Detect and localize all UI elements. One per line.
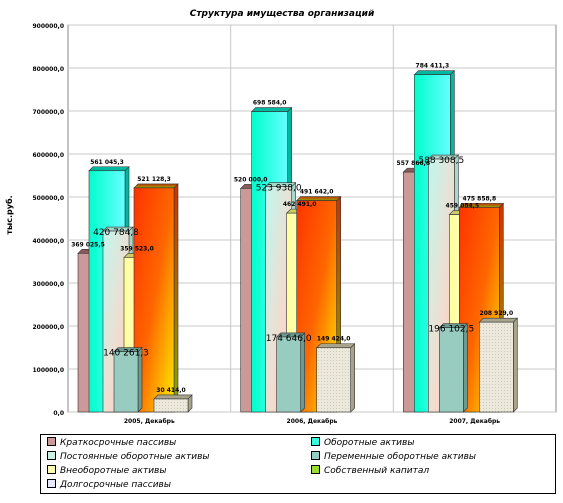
legend-item: Внеоборотные активы	[47, 465, 166, 478]
legend-label: Долгосрочные пассивы	[60, 480, 171, 490]
y-tick-label: 800000,0	[32, 66, 64, 73]
legend-label: Собственный капитал	[324, 466, 430, 476]
data-label: 698 584,0	[253, 100, 287, 107]
data-label: 523 938,0	[256, 184, 302, 194]
data-label: 462 491,0	[283, 201, 317, 208]
data-label: 196 102,5	[428, 325, 474, 335]
x-tick-label: 2005, Декабрь	[124, 418, 175, 425]
x-tick-label: 2007, Декабрь	[449, 418, 500, 425]
bar-top	[250, 107, 293, 112]
bar-side	[513, 317, 518, 413]
data-label: 359 523,0	[120, 245, 154, 252]
data-label: 521 128,3	[137, 176, 171, 183]
bar	[153, 398, 189, 413]
y-axis-label: тыс.руб.	[4, 195, 14, 234]
data-label: 174 646,0	[266, 334, 312, 344]
legend-label: Внеоборотные активы	[60, 466, 167, 476]
chart-legend: Краткосрочные пассивы Оборотные активы Пос…	[40, 434, 556, 494]
legend-item: Долгосрочные пассивы	[47, 479, 171, 492]
data-label: 561 045,3	[90, 159, 124, 166]
legend-label: Постоянные оборотные активы	[60, 452, 210, 462]
bar-top	[133, 183, 179, 189]
y-tick-label: 300000,0	[32, 281, 64, 288]
bar-side	[350, 343, 355, 413]
bar-side	[173, 183, 179, 413]
data-label: 491 642,0	[300, 189, 334, 196]
data-label: 208 929,0	[480, 310, 514, 317]
data-label: 459 084,5	[446, 203, 480, 210]
chart-title: Структура имущества организаций	[190, 9, 375, 19]
bar-top	[88, 166, 130, 172]
bar-top	[295, 196, 342, 201]
y-tick-label: 900000,0	[32, 23, 64, 30]
bar-top	[413, 70, 456, 76]
bar	[316, 347, 351, 413]
data-label: 140 261,3	[103, 349, 149, 359]
y-tick-label: 200000,0	[32, 324, 64, 331]
legend-item: Переменные оборотные активы	[311, 451, 476, 464]
bar	[113, 351, 139, 413]
bar-top	[478, 317, 519, 323]
data-label: 557 866,8	[397, 160, 431, 167]
legend-swatch	[47, 465, 56, 474]
legend-swatch	[47, 479, 56, 488]
legend-item: Собственный капитал	[311, 465, 429, 478]
y-tick-label: 600000,0	[32, 152, 64, 159]
legend-swatch	[311, 437, 320, 446]
legend-label: Оборотные активы	[324, 438, 415, 448]
data-label: 475 858,8	[463, 195, 497, 202]
legend-label: Краткосрочные пассивы	[60, 438, 177, 448]
bar-top	[153, 394, 193, 400]
legend-item: Оборотные активы	[311, 437, 414, 450]
chart-area: 0,0 100000,0 200000,0 300000,0 400000,0 50000…	[4, 9, 557, 425]
bar-chart: 0,0 100000,0 200000,0 300000,0 400000,0 50000…	[4, 9, 557, 425]
data-label: 149 424,0	[317, 336, 351, 343]
legend-item: Постоянные оборотные активы	[47, 451, 210, 464]
legend-swatch	[311, 465, 320, 474]
y-tick-label: 400000,0	[32, 238, 64, 245]
data-label: 369 025,5	[71, 241, 105, 248]
data-label: 420 784,8	[93, 228, 139, 238]
data-label: 520 000,0	[234, 176, 268, 183]
legend-swatch	[47, 437, 56, 446]
bar	[276, 336, 301, 413]
bar-side	[463, 322, 468, 413]
x-tick-label: 2006, Декабрь	[287, 418, 338, 425]
y-tick-label: 100000,0	[32, 367, 64, 374]
bar	[479, 321, 514, 413]
data-label: 30 414,0	[156, 387, 185, 394]
data-label: 588 308,5	[418, 156, 464, 166]
bar-side	[300, 332, 305, 413]
y-tick-label: 500000,0	[32, 195, 64, 202]
bar-top	[315, 343, 356, 349]
legend-label: Переменные оборотные активы	[324, 452, 477, 462]
legend-swatch	[311, 451, 320, 460]
y-tick-label: 0,0	[53, 410, 64, 417]
legend-item: Краткосрочные пассивы	[47, 437, 176, 450]
legend-swatch	[47, 451, 56, 460]
y-tick-label: 700000,0	[32, 109, 64, 116]
data-label: 784 411,3	[416, 63, 450, 70]
bar	[439, 327, 464, 413]
